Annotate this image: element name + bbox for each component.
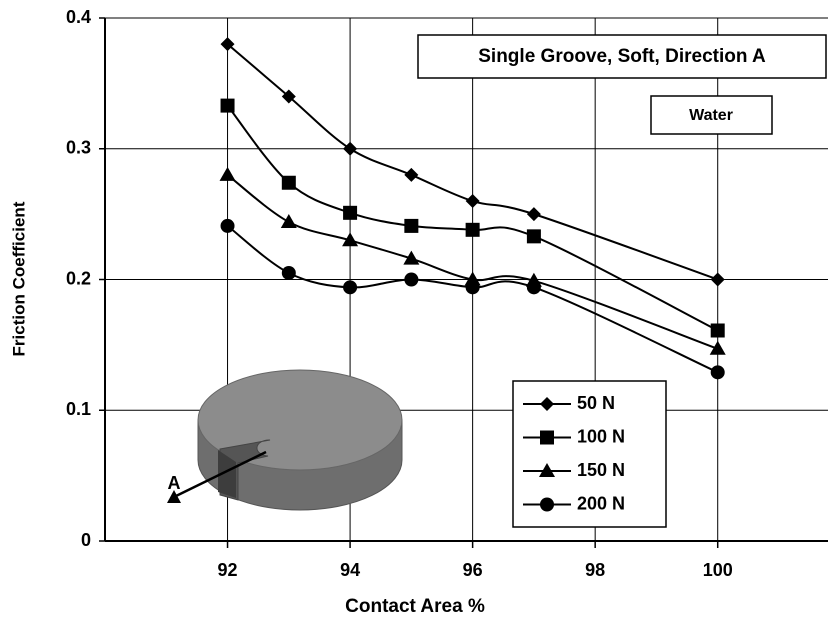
- title-box: [417, 34, 827, 79]
- groove-illustration: [167, 369, 403, 511]
- marker: [709, 340, 726, 355]
- marker: [281, 89, 296, 104]
- legend-marker: [539, 463, 555, 477]
- marker: [526, 229, 541, 244]
- marker: [342, 232, 359, 247]
- marker: [404, 167, 419, 182]
- legend-label: 50 N: [577, 393, 615, 413]
- marker: [220, 37, 235, 52]
- legend-marker: [540, 397, 554, 411]
- annotation: A: [168, 473, 181, 493]
- marker: [465, 194, 480, 209]
- y-tick-label: 0.3: [66, 138, 91, 158]
- y-tick-label: 0.1: [66, 399, 91, 419]
- y-tick-label: 0.2: [66, 268, 91, 288]
- marker: [343, 280, 358, 295]
- legend-box: [512, 380, 667, 528]
- x-tick-label: 100: [703, 560, 733, 580]
- legend-label: 200 N: [577, 493, 625, 513]
- annotation: Single Groove, Soft, Direction A: [478, 46, 766, 67]
- annotation: Water: [689, 107, 733, 124]
- marker: [465, 222, 480, 237]
- legend-label: 150 N: [577, 460, 625, 480]
- x-tick-label: 96: [463, 560, 483, 580]
- marker: [710, 323, 725, 338]
- marker: [280, 213, 297, 228]
- marker: [404, 218, 419, 233]
- marker: [710, 365, 725, 380]
- marker: [220, 218, 235, 233]
- y-tick-label: 0.4: [66, 7, 91, 27]
- marker: [281, 175, 296, 190]
- x-tick-label: 92: [218, 560, 238, 580]
- marker: [403, 250, 420, 265]
- condition-box: [650, 95, 773, 135]
- marker: [465, 280, 480, 295]
- marker: [343, 205, 358, 220]
- legend-marker: [540, 430, 554, 445]
- legend-marker: [540, 497, 554, 512]
- legend-label: 100 N: [577, 426, 625, 446]
- y-tick-label: 0: [81, 530, 91, 550]
- marker: [220, 98, 235, 113]
- marker: [219, 166, 236, 181]
- marker: [281, 265, 296, 280]
- marker: [526, 280, 541, 295]
- marker: [343, 141, 358, 156]
- x-axis-label: Contact Area %: [345, 596, 485, 617]
- x-tick-label: 94: [340, 560, 360, 580]
- marker: [404, 272, 419, 287]
- marker: [526, 207, 541, 222]
- x-tick-label: 98: [585, 560, 605, 580]
- y-axis-label: Friction Coefficient: [9, 201, 28, 356]
- marker: [710, 272, 725, 287]
